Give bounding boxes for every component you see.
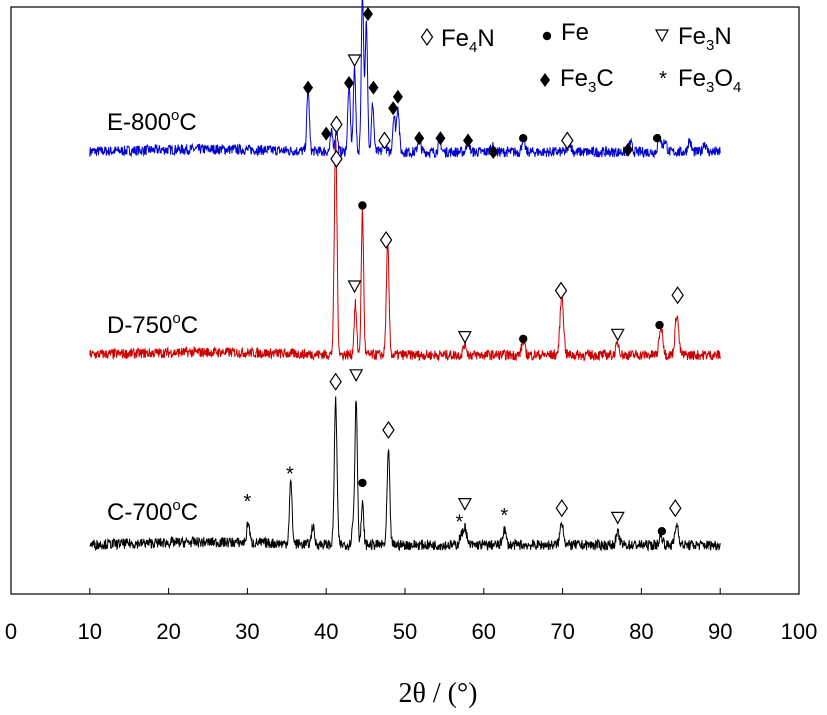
peak-marker-diamond bbox=[488, 145, 499, 159]
peak-marker-diamond-open bbox=[330, 149, 343, 168]
peak-marker-diamond-open bbox=[329, 372, 342, 391]
peak-marker-triangle-down-open bbox=[457, 498, 472, 511]
x-tick-label: 70 bbox=[550, 619, 574, 644]
sample-labels: E-800oC D-750oC C-700oC bbox=[107, 107, 198, 526]
peak-marker-circle bbox=[657, 527, 667, 536]
marker-layer: * * * * bbox=[244, 7, 684, 536]
legend-label: Fe3C bbox=[560, 65, 614, 96]
peak-marker-diamond bbox=[344, 76, 355, 90]
x-tick-label: 20 bbox=[156, 619, 180, 644]
x-axis-title: 2θ / (°) bbox=[398, 678, 477, 709]
peak-marker-diamond bbox=[321, 126, 332, 141]
peak-marker-triangle-down-open bbox=[349, 369, 364, 383]
series-line-c-700 bbox=[89, 396, 721, 552]
x-tick-label: 60 bbox=[472, 619, 496, 644]
peak-marker-circle bbox=[358, 478, 367, 488]
peak-marker-circle bbox=[652, 134, 662, 143]
peak-marker-triangle-down-open bbox=[610, 511, 625, 525]
x-axis: 0 10 20 30 40 50 60 70 80 90 100 bbox=[5, 588, 817, 644]
legend-label: Fe4N bbox=[441, 25, 495, 56]
legend: Fe4N Fe Fe3N Fe3C * Fe3O4 bbox=[420, 19, 741, 96]
peak-marker-circle bbox=[519, 334, 528, 344]
peak-marker-diamond bbox=[303, 80, 314, 95]
x-tick-label: 0 bbox=[5, 619, 17, 644]
series-layer bbox=[89, 0, 721, 552]
peak-marker-triangle-down-open bbox=[347, 54, 362, 68]
peak-marker-diamond-open bbox=[382, 420, 395, 440]
legend-item: Fe3C bbox=[540, 65, 614, 96]
peak-marker-diamond-open bbox=[554, 281, 568, 300]
legend-circle-icon bbox=[542, 31, 552, 41]
peak-marker-diamond bbox=[435, 131, 446, 146]
sample-label-d-750: D-750oC bbox=[107, 310, 198, 339]
legend-label: Fe3N bbox=[678, 23, 732, 54]
peak-marker-asterisk: * bbox=[244, 491, 252, 513]
x-tick-label: 80 bbox=[629, 619, 653, 644]
legend-item: * Fe3O4 bbox=[659, 65, 741, 96]
peak-marker-diamond-open bbox=[379, 230, 393, 250]
peak-marker-diamond bbox=[388, 101, 399, 116]
peak-marker-diamond bbox=[623, 142, 634, 157]
x-tick-label: 100 bbox=[781, 619, 818, 644]
series-line-d-750 bbox=[89, 138, 721, 362]
x-tick-label: 50 bbox=[393, 619, 417, 644]
peak-marker-circle bbox=[655, 320, 664, 330]
legend-triangle-down-open-icon bbox=[654, 29, 670, 43]
peak-marker-diamond-open bbox=[378, 131, 391, 150]
legend-asterisk-icon: * bbox=[659, 68, 667, 90]
sample-label-c-700: C-700oC bbox=[107, 497, 198, 526]
sample-label-e-800: E-800oC bbox=[107, 107, 197, 136]
peak-marker-diamond bbox=[362, 7, 373, 21]
peak-marker-triangle-down-open bbox=[610, 328, 625, 342]
legend-label: Fe3O4 bbox=[678, 65, 741, 96]
legend-item: Fe4N bbox=[420, 25, 495, 56]
peak-marker-asterisk: * bbox=[500, 505, 508, 527]
x-tick-label: 10 bbox=[78, 619, 102, 644]
peak-marker-diamond bbox=[414, 131, 425, 146]
legend-diamond-icon bbox=[540, 73, 550, 87]
legend-diamond-open-icon bbox=[420, 27, 434, 47]
peak-marker-diamond bbox=[392, 89, 403, 104]
peak-marker-asterisk: * bbox=[286, 463, 294, 485]
peak-marker-triangle-down-open bbox=[457, 331, 472, 344]
peak-marker-diamond-open bbox=[330, 115, 343, 134]
x-tick-label: 30 bbox=[235, 619, 259, 644]
legend-item: Fe bbox=[542, 19, 589, 46]
series-line-e-800 bbox=[89, 0, 721, 159]
peak-marker-asterisk: * bbox=[455, 512, 463, 534]
peak-marker-diamond bbox=[368, 80, 379, 95]
peak-marker-circle bbox=[519, 134, 528, 143]
x-tick-label: 90 bbox=[708, 619, 732, 644]
peak-marker-diamond-open bbox=[669, 499, 682, 518]
peak-marker-diamond bbox=[463, 133, 474, 148]
peak-marker-diamond-open bbox=[671, 286, 684, 305]
legend-item: Fe3N bbox=[654, 23, 732, 54]
x-tick-label: 40 bbox=[314, 619, 338, 644]
peak-marker-circle bbox=[358, 201, 367, 210]
legend-label: Fe bbox=[561, 19, 589, 46]
peak-marker-diamond-open bbox=[561, 131, 574, 150]
peak-marker-diamond-open bbox=[555, 499, 569, 518]
peak-marker-triangle-down-open bbox=[347, 280, 362, 294]
